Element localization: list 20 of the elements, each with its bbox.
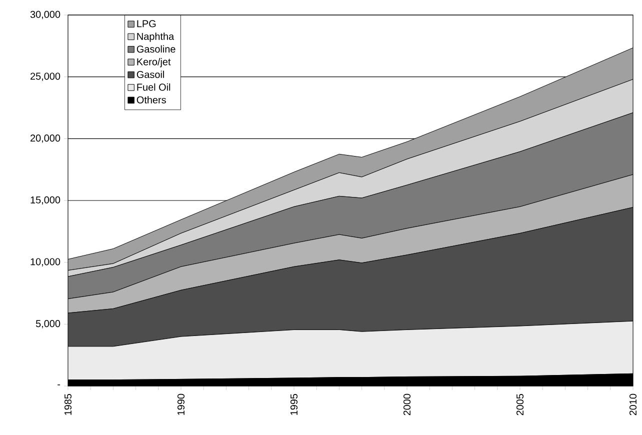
y-tick-label: 20,000 — [30, 134, 60, 143]
legend-label: Fuel Oil — [137, 83, 170, 91]
x-tick-label: 1985 — [64, 394, 72, 415]
legend-label: LPG — [137, 20, 156, 28]
x-tick-label: 2010 — [629, 394, 637, 416]
legend-label: Kero/jet — [137, 58, 171, 68]
y-tick-label: 30,000 — [30, 10, 60, 20]
legend-label: Gasoline — [136, 45, 176, 53]
x-tick-label: 2000 — [403, 394, 411, 416]
y-tick-label: 5,000 — [36, 320, 60, 328]
y-tick-label: 15,000 — [30, 196, 60, 205]
x-tick-label: 1995 — [290, 394, 298, 415]
y-tick-label: 10,000 — [30, 258, 60, 266]
y-tick-label: - — [58, 384, 60, 386]
legend-label: Others — [136, 96, 166, 104]
legend-label: Naphtha — [137, 32, 174, 42]
x-tick-label: 1990 — [177, 394, 185, 415]
y-tick-label: 25,000 — [30, 72, 60, 81]
x-tick-label: 2005 — [516, 394, 524, 416]
legend-label: Gasoil — [136, 70, 164, 78]
